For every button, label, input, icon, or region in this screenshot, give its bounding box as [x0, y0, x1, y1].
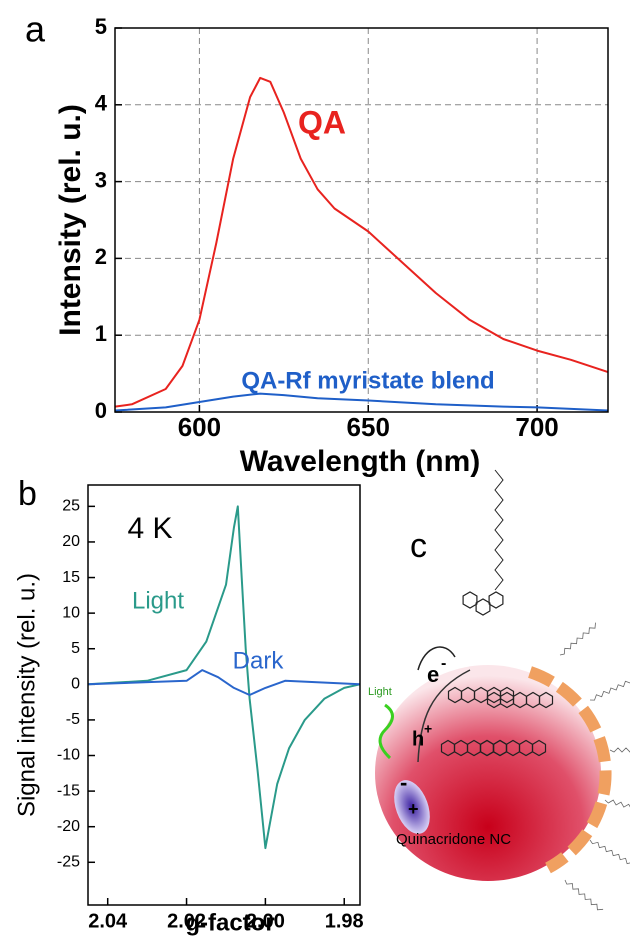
ring	[499, 686, 515, 704]
chain	[609, 747, 630, 753]
x-tick-label: 700	[515, 412, 558, 442]
chain	[604, 799, 630, 808]
y-tick-label: 15	[62, 569, 80, 586]
plot-frame	[87, 484, 361, 906]
data-line	[114, 392, 609, 412]
x-tick-label: 600	[178, 412, 221, 442]
light-arrow	[378, 703, 394, 760]
hole-charge: +	[424, 721, 432, 737]
y-tick-label: 5	[71, 640, 80, 657]
y-tick-label: -25	[57, 854, 80, 871]
y-tick-label: -5	[66, 711, 80, 728]
diagram-c: c e - h + Light - + Quinacridone NC	[368, 469, 630, 911]
y-tick-label: 0	[71, 676, 80, 693]
ring	[531, 739, 547, 757]
molecules	[440, 591, 554, 757]
nanocrystal	[375, 665, 601, 881]
y-tick-label: 1	[95, 321, 107, 346]
electron-charge: -	[441, 655, 446, 672]
x-tick-label: 2.00	[246, 910, 285, 932]
data-line	[87, 669, 361, 696]
chain	[589, 680, 630, 701]
y-tick-label: 5	[95, 14, 107, 39]
particle-label: Quinacridone NC	[396, 831, 511, 848]
annotation: 4 K	[127, 512, 172, 545]
ring	[538, 691, 554, 709]
panel-label: a	[25, 9, 46, 50]
x-tick-label: 650	[347, 412, 390, 442]
exciton-plus: +	[408, 799, 419, 819]
y-axis-label: Signal intensity (rel. u.)	[13, 573, 40, 817]
y-tick-label: 0	[95, 398, 107, 423]
y-tick-label: 20	[62, 533, 80, 550]
series-label: QA-Rf myristate blend	[241, 367, 494, 394]
y-tick-label: 25	[62, 498, 80, 515]
y-axis-label: Intensity (rel. u.)	[54, 104, 87, 336]
panel-label: b	[18, 475, 37, 513]
x-tick-label: 2.04	[88, 910, 128, 932]
myristate-chain	[494, 469, 504, 591]
plot-frame	[114, 27, 609, 413]
series-label: Light	[132, 587, 184, 614]
ring	[462, 591, 478, 609]
x-tick-label: 1.98	[325, 910, 364, 932]
exciton	[394, 780, 430, 834]
ring	[475, 598, 491, 616]
alkyl-chains	[559, 622, 630, 911]
data-line	[114, 76, 609, 408]
series-label: Dark	[233, 647, 285, 674]
x-tick-label: 2.02	[167, 910, 206, 932]
chain	[589, 839, 630, 865]
y-tick-label: 4	[95, 91, 108, 116]
panel-label: c	[410, 527, 427, 565]
electron-symbol: e	[427, 662, 439, 687]
y-tick-label: 2	[95, 244, 107, 269]
hole-arrow	[417, 669, 471, 763]
y-tick-label: 3	[95, 167, 107, 192]
x-axis-label: g-factor	[185, 909, 274, 936]
y-tick-label: -10	[57, 747, 80, 764]
ligand-shell	[528, 666, 612, 874]
chain	[559, 622, 596, 656]
ring	[488, 591, 504, 609]
x-axis-label: Wavelength (nm)	[240, 445, 481, 478]
y-tick-label: -20	[57, 818, 80, 835]
y-tick-label: 10	[62, 604, 80, 621]
series-label: QA	[298, 104, 346, 140]
exciton-minus: -	[400, 770, 407, 795]
electron-arrow	[417, 646, 456, 671]
light-label: Light	[368, 686, 392, 698]
hole-symbol: h	[412, 728, 424, 750]
y-tick-label: -15	[57, 782, 80, 799]
data-line	[87, 505, 361, 850]
chain	[564, 879, 604, 911]
